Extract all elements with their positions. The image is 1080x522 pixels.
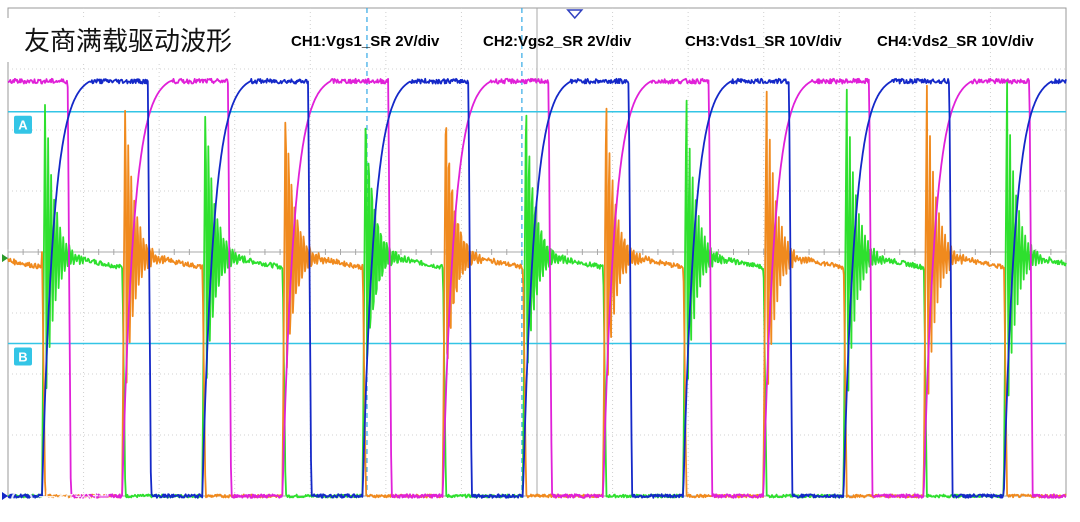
- trace-ch2: [7, 77, 1067, 499]
- title-backdrop: [0, 18, 290, 62]
- chart-title: 友商满载驱动波形: [24, 27, 232, 57]
- cursor-tag-a: [14, 115, 32, 134]
- watermark-text: 大数跨境: [38, 490, 110, 511]
- trace-ch3: [7, 84, 1067, 499]
- watermark-logo-icon: [11, 489, 33, 511]
- legend-ch4: CH4:Vds2_SR 10V/div: [877, 33, 1034, 50]
- cursor-label-b: B: [18, 350, 27, 365]
- watermark: 大数跨境: [11, 489, 110, 511]
- legend-ch3: CH3:Vds1_SR 10V/div: [685, 33, 842, 50]
- cursor-label-a: A: [18, 118, 28, 133]
- legend-ch1: CH1:Vgs1_SR 2V/div: [291, 33, 440, 50]
- traces: [7, 77, 1067, 499]
- legend: CH1:Vgs1_SR 2V/div CH2:Vgs2_SR 2V/div CH…: [291, 33, 1034, 50]
- trigger-marker-icon: [566, 9, 584, 20]
- cursor-tag-b: [14, 347, 32, 366]
- markers: [2, 9, 584, 500]
- legend-ch2: CH2:Vgs2_SR 2V/div: [483, 33, 632, 50]
- channel-offset-icon: [2, 254, 8, 263]
- trace-ch1: [7, 77, 1067, 499]
- ground-marker-icon: [2, 492, 8, 500]
